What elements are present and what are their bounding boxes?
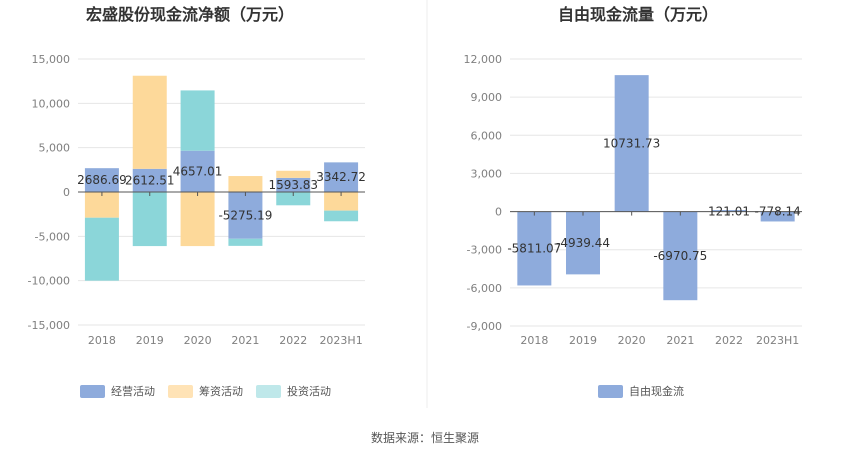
left-y-tick-label: 0 xyxy=(63,186,70,199)
left-x-tick-label: 2020 xyxy=(184,334,212,347)
left-y-tick-label: -15,000 xyxy=(28,319,70,332)
right-data-labels: -5811.07-4939.44 10731.73 -6970.75 121.01 -7… xyxy=(507,136,800,263)
left-x-tick-label: 2019 xyxy=(136,334,164,347)
right-x-tick-label: 2021 xyxy=(666,334,694,347)
left-x-tick-label: 2021 xyxy=(231,334,259,347)
left-bar-investing xyxy=(180,90,215,151)
right-bar-free-cash-flow xyxy=(614,75,649,212)
left-data-label: -5275.19 xyxy=(218,208,272,222)
right-data-label: -778.14 xyxy=(755,205,801,219)
left-bar-financing xyxy=(228,176,263,192)
left-x-tick-label: 2018 xyxy=(88,334,116,347)
right-bar-free-cash-flow xyxy=(566,211,600,275)
right-y-tick-label: -6,000 xyxy=(467,282,502,295)
right-x-tick-label: 2020 xyxy=(618,334,646,347)
left-data-label: 2686.69 xyxy=(77,173,127,187)
right-data-label: -5811.07 xyxy=(507,242,561,256)
left-legend-label: 筹资活动 xyxy=(199,384,243,398)
right-chart-title: 自由现金流量（万元） xyxy=(558,5,718,24)
left-bar-operating xyxy=(132,168,167,192)
left-y-tick-label: 10,000 xyxy=(32,97,71,110)
right-y-tick-label: 6,000 xyxy=(471,129,503,142)
right-y-tick-label: -3,000 xyxy=(467,244,502,257)
right-bars xyxy=(517,75,795,301)
right-y-tick-labels: 12,000 9,000 6,000 3,000 0 -3,000 -6,000 -9,000 xyxy=(464,53,503,333)
right-bar-free-cash-flow xyxy=(760,211,795,222)
right-legend: 自由现金流 xyxy=(598,384,684,398)
right-legend-swatch xyxy=(598,385,623,398)
data-source-text: 数据来源：恒生聚源 xyxy=(371,430,479,445)
left-data-label: 3342.72 xyxy=(316,170,366,184)
left-bar-financing xyxy=(324,192,359,211)
left-bars xyxy=(84,75,359,281)
right-x-tick-label: 2019 xyxy=(569,334,597,347)
left-zero-line xyxy=(78,191,365,196)
left-y-tick-label: 5,000 xyxy=(39,142,71,155)
left-chart-title: 宏盛股份现金流净额（万元） xyxy=(86,5,294,24)
left-y-tick-labels: 15,000 10,000 5,000 0 -5,000 -10,000 -15,000 xyxy=(28,53,70,332)
left-data-label: 4657.01 xyxy=(173,164,223,178)
left-x-tick-label: 2023H1 xyxy=(319,334,362,347)
right-zero-line xyxy=(510,211,802,216)
left-bar-financing xyxy=(180,192,215,247)
left-data-label: 2612.51 xyxy=(125,173,175,187)
left-bar-operating xyxy=(84,168,119,192)
left-bar-operating xyxy=(180,150,215,192)
free-cash-flow-chart: 自由现金流量（万元） 12,0009,0006,0003,0000-3,000-… xyxy=(464,5,802,398)
left-legend: 经营活动 筹资活动 投资活动 xyxy=(80,384,331,398)
right-data-label: 121.01 xyxy=(708,205,750,219)
left-bar-financing xyxy=(132,75,167,169)
left-y-tick-label: -5,000 xyxy=(35,230,70,243)
right-data-label: -6970.75 xyxy=(653,249,707,263)
right-data-label: -4939.44 xyxy=(556,236,610,250)
right-y-tick-label: -9,000 xyxy=(467,320,502,333)
left-x-tick-labels: 2018 2019 2020 2021 2022 2023H1 xyxy=(88,334,363,347)
left-legend-swatch xyxy=(80,385,105,398)
right-x-tick-label: 2023H1 xyxy=(756,334,799,347)
right-y-tick-label: 0 xyxy=(495,206,502,219)
right-y-tick-label: 9,000 xyxy=(471,91,503,104)
cash-flow-chart: 宏盛股份现金流净额（万元） 15,000 10,000 5,000 0 -5,000 -1… xyxy=(28,5,366,398)
left-bar-investing xyxy=(276,192,311,206)
left-legend-label: 经营活动 xyxy=(111,384,155,398)
right-x-tick-label: 2018 xyxy=(520,334,548,347)
left-bar-financing xyxy=(276,170,311,178)
right-bar-free-cash-flow xyxy=(663,211,698,301)
right-x-tick-labels: 2018 2019 2020 2021 2022 2023H1 xyxy=(520,334,799,347)
left-legend-label: 投资活动 xyxy=(287,384,331,398)
left-bar-investing xyxy=(84,217,119,281)
left-bar-operating xyxy=(276,177,311,192)
right-data-label: 10731.73 xyxy=(603,136,660,150)
left-bar-financing xyxy=(84,192,119,218)
right-x-tick-label: 2022 xyxy=(715,334,743,347)
right-bar-free-cash-flow xyxy=(712,210,746,212)
right-y-tick-label: 12,000 xyxy=(464,53,503,66)
right-y-tick-label: 3,000 xyxy=(471,167,503,180)
right-grid xyxy=(510,58,802,327)
left-bar-operating xyxy=(228,192,263,239)
left-legend-swatch xyxy=(168,385,193,398)
left-x-tick-label: 2022 xyxy=(279,334,307,347)
right-bar-free-cash-flow xyxy=(517,211,552,286)
left-legend-swatch xyxy=(256,385,281,398)
right-legend-label: 自由现金流 xyxy=(629,384,684,398)
left-bar-investing xyxy=(324,210,359,222)
left-data-label: 1593.83 xyxy=(268,178,318,192)
left-y-tick-label: -10,000 xyxy=(28,275,70,288)
left-bar-investing xyxy=(132,192,167,247)
left-y-tick-label: 15,000 xyxy=(32,53,71,66)
left-bar-investing xyxy=(228,238,263,246)
left-bar-operating xyxy=(324,162,359,192)
